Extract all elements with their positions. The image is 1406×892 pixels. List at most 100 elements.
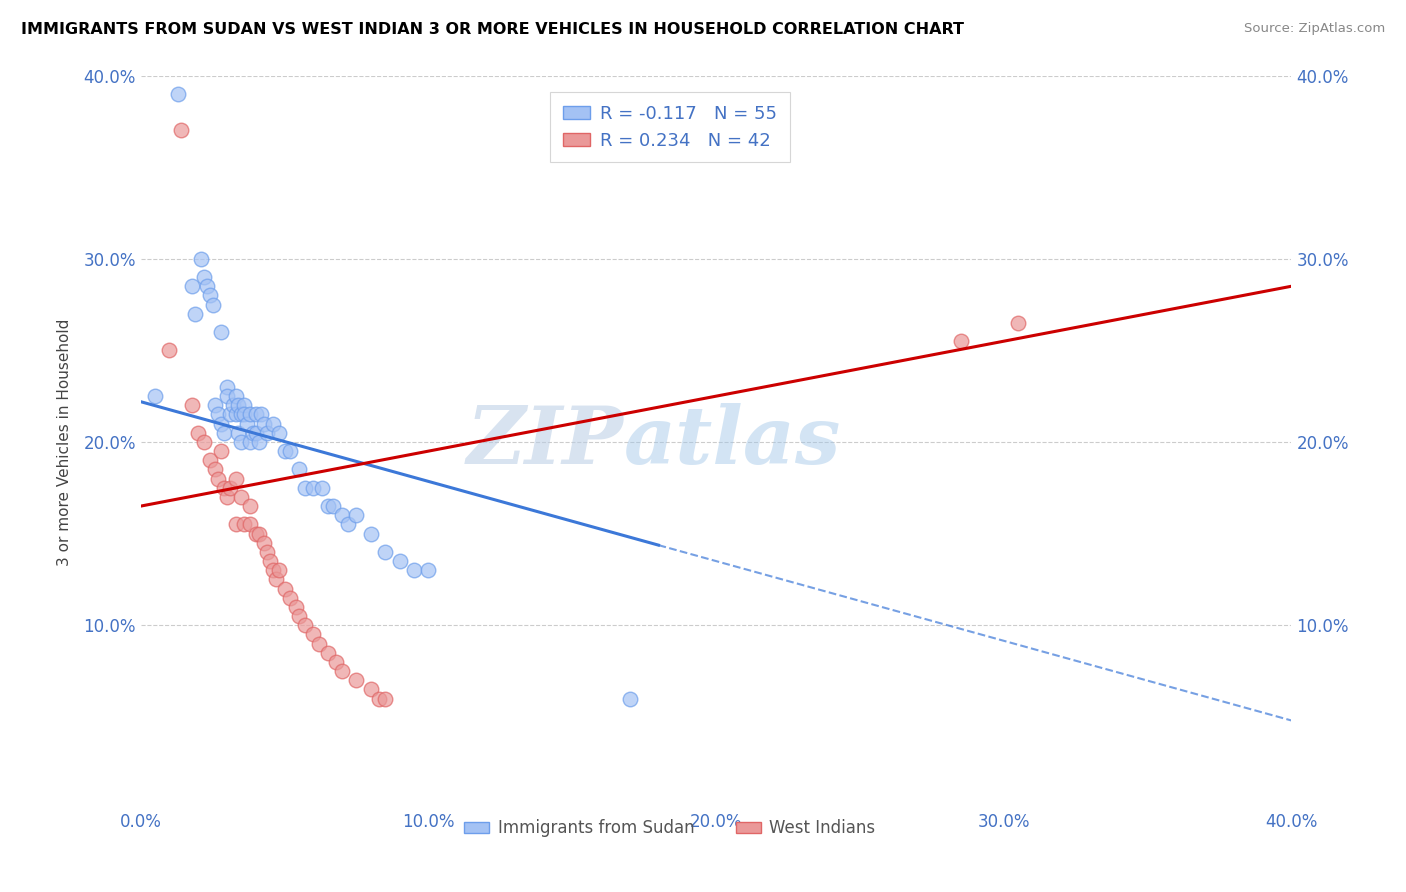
Point — [336, 517, 359, 532]
Point — [262, 563, 284, 577]
Point — [212, 425, 235, 440]
Point — [1007, 316, 1029, 330]
Point — [204, 398, 226, 412]
Point — [209, 325, 232, 339]
Point — [247, 434, 270, 449]
Point — [311, 481, 333, 495]
Point — [267, 563, 290, 577]
Point — [190, 252, 212, 266]
Point — [285, 599, 308, 614]
Point — [167, 87, 190, 101]
Point — [418, 563, 440, 577]
Point — [360, 526, 382, 541]
Point — [231, 408, 253, 422]
Point — [245, 425, 267, 440]
Point — [302, 627, 325, 641]
Point — [207, 472, 229, 486]
Point — [143, 389, 166, 403]
Point — [949, 334, 972, 349]
Point — [262, 417, 284, 431]
Point — [215, 389, 238, 403]
Point — [218, 481, 240, 495]
Point — [239, 499, 262, 513]
Point — [239, 408, 262, 422]
Point — [267, 425, 290, 440]
Point — [181, 279, 204, 293]
Point — [294, 481, 316, 495]
Point — [253, 535, 276, 549]
Point — [187, 425, 209, 440]
Point — [207, 408, 229, 422]
Point — [374, 545, 396, 559]
Point — [256, 425, 278, 440]
Point — [195, 279, 218, 293]
Point — [225, 389, 247, 403]
Point — [330, 664, 353, 678]
Point — [302, 481, 325, 495]
Text: atlas: atlas — [624, 403, 841, 481]
Point — [619, 691, 641, 706]
Point — [374, 691, 396, 706]
Point — [225, 472, 247, 486]
Point — [233, 398, 256, 412]
Point — [316, 499, 339, 513]
Point — [273, 444, 295, 458]
Point — [239, 434, 262, 449]
Point — [204, 462, 226, 476]
Point — [193, 270, 215, 285]
Point — [264, 573, 287, 587]
Point — [209, 444, 232, 458]
Point — [222, 398, 245, 412]
Point — [184, 307, 207, 321]
Point — [360, 682, 382, 697]
Point — [242, 425, 264, 440]
Point — [330, 508, 353, 523]
Point — [225, 408, 247, 422]
Point — [256, 545, 278, 559]
Point — [388, 554, 411, 568]
Point — [157, 343, 180, 358]
Point — [346, 508, 368, 523]
Point — [233, 408, 256, 422]
Point — [198, 288, 221, 302]
Point — [198, 453, 221, 467]
Text: Source: ZipAtlas.com: Source: ZipAtlas.com — [1244, 22, 1385, 36]
Point — [209, 417, 232, 431]
Point — [215, 380, 238, 394]
Point — [201, 297, 224, 311]
Point — [247, 526, 270, 541]
Point — [294, 618, 316, 632]
Point — [228, 398, 250, 412]
Point — [259, 554, 281, 568]
Point — [170, 123, 193, 137]
Point — [193, 434, 215, 449]
Point — [316, 646, 339, 660]
Point — [273, 582, 295, 596]
Point — [215, 490, 238, 504]
Point — [239, 517, 262, 532]
Point — [218, 408, 240, 422]
Point — [402, 563, 425, 577]
Point — [368, 691, 391, 706]
Point — [225, 517, 247, 532]
Point — [181, 398, 204, 412]
Point — [278, 444, 301, 458]
Point — [236, 417, 259, 431]
Text: ZIP: ZIP — [467, 403, 624, 481]
Y-axis label: 3 or more Vehicles in Household: 3 or more Vehicles in Household — [58, 318, 72, 566]
Point — [325, 655, 347, 669]
Point — [346, 673, 368, 688]
Point — [288, 609, 311, 624]
Point — [253, 417, 276, 431]
Point — [245, 408, 267, 422]
Point — [288, 462, 311, 476]
Text: IMMIGRANTS FROM SUDAN VS WEST INDIAN 3 OR MORE VEHICLES IN HOUSEHOLD CORRELATION: IMMIGRANTS FROM SUDAN VS WEST INDIAN 3 O… — [21, 22, 965, 37]
Point — [233, 517, 256, 532]
Point — [228, 425, 250, 440]
Point — [212, 481, 235, 495]
Point — [231, 434, 253, 449]
Point — [231, 490, 253, 504]
Point — [245, 526, 267, 541]
Point — [278, 591, 301, 605]
Point — [322, 499, 344, 513]
